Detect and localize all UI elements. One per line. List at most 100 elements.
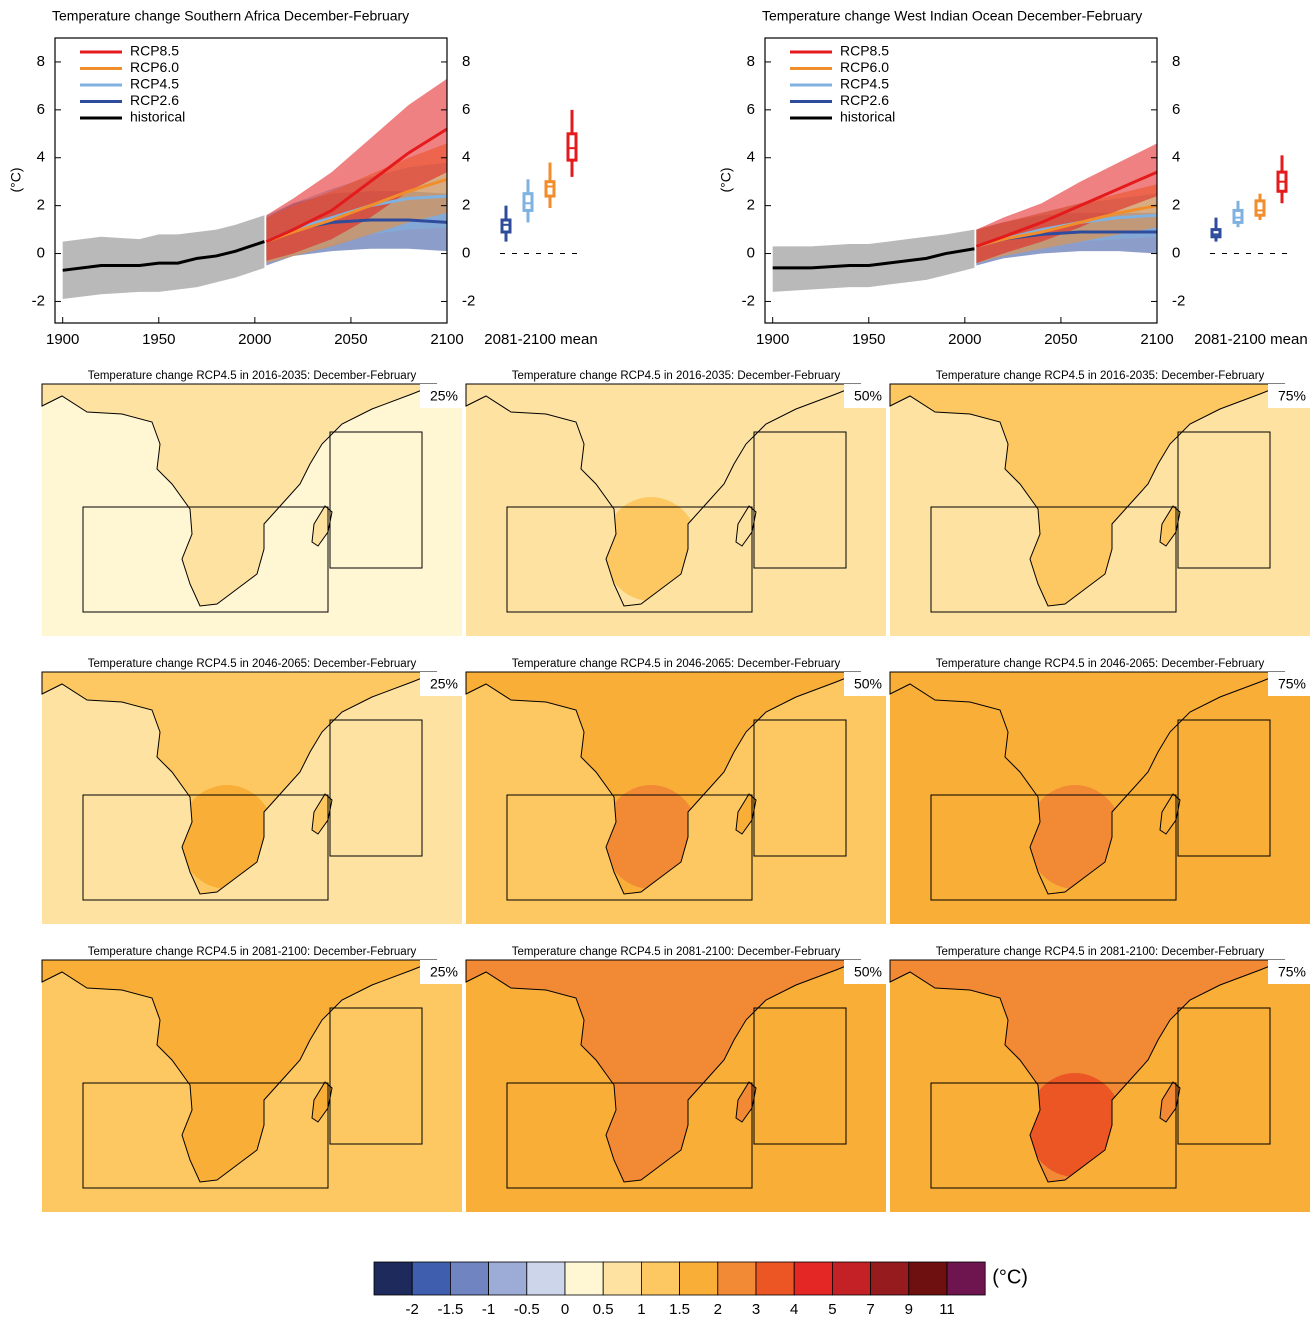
coastline	[889, 671, 1286, 895]
region-box-southern-africa	[506, 794, 753, 901]
region-box-west-indian-ocean	[753, 431, 847, 569]
box-body	[500, 218, 512, 234]
core-field	[179, 1073, 275, 1177]
colorbar-bin	[602, 1261, 642, 1296]
region-box-southern-africa	[930, 506, 1177, 613]
legend-label: RCP4.5	[130, 76, 179, 92]
label-box	[844, 672, 886, 696]
x-tick-label: 1900	[46, 331, 79, 348]
madagascar	[735, 505, 757, 547]
map-title: Temperature change RCP4.5 in 2016-2035: …	[88, 370, 417, 382]
series-line	[772, 247, 975, 270]
colorbar-tick-label: 1	[637, 1301, 645, 1318]
coastline	[889, 383, 1286, 607]
coastline	[889, 959, 1286, 1183]
region-box-southern-africa	[82, 794, 329, 901]
core-field	[1027, 785, 1123, 889]
label-box	[1268, 672, 1310, 696]
spread-band	[772, 229, 975, 292]
region-box-southern-africa	[506, 506, 753, 613]
y-tick-label-right: 6	[1172, 101, 1180, 118]
y-tick-label: 4	[747, 149, 755, 166]
colorbar-bin	[679, 1261, 719, 1296]
percentile-label: 75%	[1278, 388, 1306, 404]
coastline	[465, 959, 862, 1183]
colorbar-bin	[411, 1261, 451, 1296]
colorbar-unit: (°C)	[992, 1266, 1028, 1288]
box-body	[544, 180, 556, 198]
coastline	[465, 383, 862, 607]
x-tick-label: 2050	[334, 331, 367, 348]
y-tick-label-right: -2	[462, 292, 475, 309]
map-panel: 50%	[465, 959, 886, 1212]
core-field	[603, 1073, 699, 1177]
region-box-southern-africa	[82, 506, 329, 613]
map-panel: 25%	[41, 383, 462, 636]
colorbar-bin	[793, 1261, 833, 1296]
colorbar-tick-label: 4	[790, 1301, 798, 1318]
legend-label: RCP6.0	[130, 59, 179, 75]
y-tick-label: 2	[37, 197, 45, 214]
y-tick-label-right: 0	[1172, 245, 1180, 262]
colorbar-bin	[832, 1261, 872, 1296]
x-tick-label: 2100	[1140, 331, 1173, 348]
legend-label: RCP4.5	[840, 76, 889, 92]
map-title: Temperature change RCP4.5 in 2046-2065: …	[936, 658, 1265, 670]
series-line	[265, 127, 448, 243]
core-field	[179, 785, 275, 889]
percentile-label: 50%	[854, 676, 882, 692]
map-panel: 50%	[465, 383, 886, 636]
percentile-label: 25%	[430, 676, 458, 692]
region-box-southern-africa	[930, 794, 1177, 901]
chart-title: Temperature change West Indian Ocean Dec…	[762, 8, 1142, 24]
core-field	[1027, 1073, 1123, 1177]
label-box	[420, 384, 462, 408]
y-tick-label: 8	[747, 53, 755, 70]
y-tick-label: 6	[37, 101, 45, 118]
spread-band	[266, 78, 447, 261]
percentile-label: 75%	[1278, 964, 1306, 980]
map-panel: 50%	[465, 671, 886, 924]
map-title: Temperature change RCP4.5 in 2016-2035: …	[512, 370, 841, 382]
x-tick-label: 2100	[430, 331, 463, 348]
x-tick-label: 2050	[1044, 331, 1077, 348]
series-line	[975, 170, 1158, 248]
x-tick-label: 2000	[238, 331, 271, 348]
land-field	[42, 672, 437, 894]
colorbar-tick-label: 3	[752, 1301, 760, 1318]
madagascar	[1159, 793, 1181, 835]
spread-band	[62, 215, 265, 300]
y-axis-label: (°C)	[8, 167, 24, 192]
madagascar	[311, 1081, 333, 1123]
y-axis-label: (°C)	[718, 167, 734, 192]
y-tick-label: 8	[37, 53, 45, 70]
map-title: Temperature change RCP4.5 in 2081-2100: …	[512, 946, 841, 958]
colorbar-tick-label: 2	[714, 1301, 722, 1318]
y-tick-label-right: 6	[462, 101, 470, 118]
core-field	[179, 497, 275, 601]
label-box	[844, 384, 886, 408]
coastline	[41, 959, 438, 1183]
region-box-west-indian-ocean	[753, 1007, 847, 1145]
core-field	[603, 785, 699, 889]
region-box-southern-africa	[930, 1082, 1177, 1189]
percentile-label: 25%	[430, 964, 458, 980]
map-panel: 75%	[889, 959, 1310, 1212]
region-box-west-indian-ocean	[1177, 719, 1271, 857]
coastline	[465, 671, 862, 895]
colorbar-tick-label: 0	[561, 1301, 569, 1318]
plot-frame	[54, 37, 448, 324]
y-tick-label-right: 0	[462, 245, 470, 262]
label-box	[1268, 960, 1310, 984]
map-title: Temperature change RCP4.5 in 2046-2065: …	[512, 658, 841, 670]
colorbar-bin	[717, 1261, 757, 1296]
legend-label: RCP8.5	[840, 43, 889, 59]
y-tick-label-right: 4	[1172, 149, 1180, 166]
land-field	[466, 384, 861, 606]
land-field	[890, 672, 1285, 894]
region-box-west-indian-ocean	[329, 719, 423, 857]
box-axis-label: 2081-2100 mean	[1194, 331, 1307, 348]
box-axis-label: 2081-2100 mean	[484, 331, 597, 348]
label-box	[420, 960, 462, 984]
